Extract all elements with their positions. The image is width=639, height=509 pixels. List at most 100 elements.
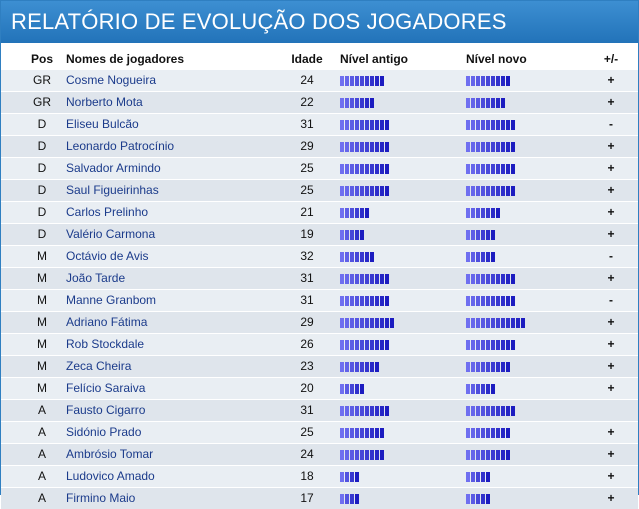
- level-segment: [506, 76, 510, 86]
- player-name-link[interactable]: Octávio de Avis: [66, 249, 149, 263]
- player-name-link[interactable]: João Tarde: [66, 271, 126, 285]
- level-segment: [496, 340, 500, 350]
- old-level-bar: [340, 186, 389, 196]
- player-name-link[interactable]: Ludovico Amado: [66, 469, 155, 483]
- level-segment: [360, 142, 364, 152]
- player-name-link[interactable]: Leonardo Patrocínio: [66, 139, 175, 153]
- level-segment: [370, 186, 374, 196]
- player-name-link[interactable]: Sidónio Prado: [66, 425, 142, 439]
- level-change-indicator: +: [607, 139, 615, 153]
- player-name-link[interactable]: Zeca Cheira: [66, 359, 132, 373]
- old-level-bar: [340, 450, 384, 460]
- new-level-bar: [466, 98, 505, 108]
- player-position: A: [37, 403, 46, 417]
- player-name-link[interactable]: Adriano Fátima: [66, 315, 148, 329]
- level-segment: [516, 318, 520, 328]
- table-row: D Leonardo Patrocínio 29 +: [1, 135, 638, 157]
- level-segment: [501, 120, 505, 130]
- new-level-bar: [466, 120, 515, 130]
- level-segment: [466, 120, 470, 130]
- level-segment: [501, 406, 505, 416]
- level-segment: [365, 296, 369, 306]
- player-name-link[interactable]: Manne Granbom: [66, 293, 157, 307]
- player-name-link[interactable]: Fausto Cigarro: [66, 403, 146, 417]
- level-change-indicator: +: [607, 95, 615, 109]
- new-level-bar: [466, 274, 515, 284]
- level-segment: [506, 296, 510, 306]
- level-segment: [345, 274, 349, 284]
- level-segment: [496, 142, 500, 152]
- level-segment: [375, 406, 379, 416]
- player-age: 21: [300, 205, 314, 219]
- level-segment: [506, 362, 510, 372]
- level-segment: [350, 164, 354, 174]
- player-name-link[interactable]: Felício Saraiva: [66, 381, 146, 395]
- player-name-link[interactable]: Valério Carmona: [66, 227, 156, 241]
- player-position: M: [37, 381, 47, 395]
- level-segment: [501, 318, 505, 328]
- level-segment: [491, 142, 495, 152]
- level-segment: [360, 384, 364, 394]
- level-segment: [501, 428, 505, 438]
- level-segment: [380, 340, 384, 350]
- player-name-link[interactable]: Ambrósio Tomar: [66, 447, 154, 461]
- level-segment: [471, 450, 475, 460]
- level-segment: [471, 472, 475, 482]
- level-segment: [476, 362, 480, 372]
- level-segment: [340, 428, 344, 438]
- player-name-link[interactable]: Firmino Maio: [66, 491, 136, 505]
- level-segment: [375, 362, 379, 372]
- level-segment: [466, 362, 470, 372]
- player-name-link[interactable]: Carlos Prelinho: [66, 205, 149, 219]
- level-segment: [370, 428, 374, 438]
- level-segment: [340, 384, 344, 394]
- level-segment: [471, 208, 475, 218]
- level-segment: [340, 362, 344, 372]
- player-position: M: [37, 337, 47, 351]
- level-segment: [380, 120, 384, 130]
- player-age: 29: [300, 315, 314, 329]
- table-row: A Sidónio Prado 25 +: [1, 421, 638, 443]
- level-segment: [481, 120, 485, 130]
- level-segment: [506, 406, 510, 416]
- level-segment: [471, 76, 475, 86]
- level-segment: [476, 296, 480, 306]
- level-segment: [350, 384, 354, 394]
- level-change-indicator: -: [609, 249, 613, 263]
- level-change-indicator: +: [607, 337, 615, 351]
- level-change-indicator: +: [607, 73, 615, 87]
- level-segment: [340, 318, 344, 328]
- player-name-link[interactable]: Rob Stockdale: [66, 337, 145, 351]
- player-name-link[interactable]: Saul Figueirinhas: [66, 183, 159, 197]
- table-row: GR Norberto Mota 22 +: [1, 91, 638, 113]
- player-name-link[interactable]: Cosme Nogueira: [66, 73, 157, 87]
- level-segment: [501, 98, 505, 108]
- level-segment: [340, 120, 344, 130]
- player-name-link[interactable]: Norberto Mota: [66, 95, 143, 109]
- level-segment: [466, 208, 470, 218]
- level-change-indicator: -: [609, 293, 613, 307]
- level-segment: [486, 186, 490, 196]
- level-segment: [476, 142, 480, 152]
- level-segment: [345, 164, 349, 174]
- header-diff: +/-: [603, 52, 619, 66]
- level-change-indicator: +: [607, 491, 615, 505]
- old-level-bar: [340, 120, 389, 130]
- level-change-indicator: +: [607, 183, 615, 197]
- player-name-link[interactable]: Eliseu Bulcão: [66, 117, 139, 131]
- level-segment: [511, 120, 515, 130]
- level-segment: [506, 164, 510, 174]
- level-segment: [350, 406, 354, 416]
- player-name-link[interactable]: Salvador Armindo: [66, 161, 161, 175]
- level-segment: [481, 164, 485, 174]
- level-segment: [340, 230, 344, 240]
- level-segment: [375, 340, 379, 350]
- old-level-bar: [340, 142, 389, 152]
- level-segment: [491, 164, 495, 174]
- level-segment: [506, 428, 510, 438]
- level-segment: [340, 76, 344, 86]
- level-change-indicator: +: [607, 469, 615, 483]
- level-change-indicator: +: [607, 161, 615, 175]
- level-segment: [355, 274, 359, 284]
- level-segment: [350, 76, 354, 86]
